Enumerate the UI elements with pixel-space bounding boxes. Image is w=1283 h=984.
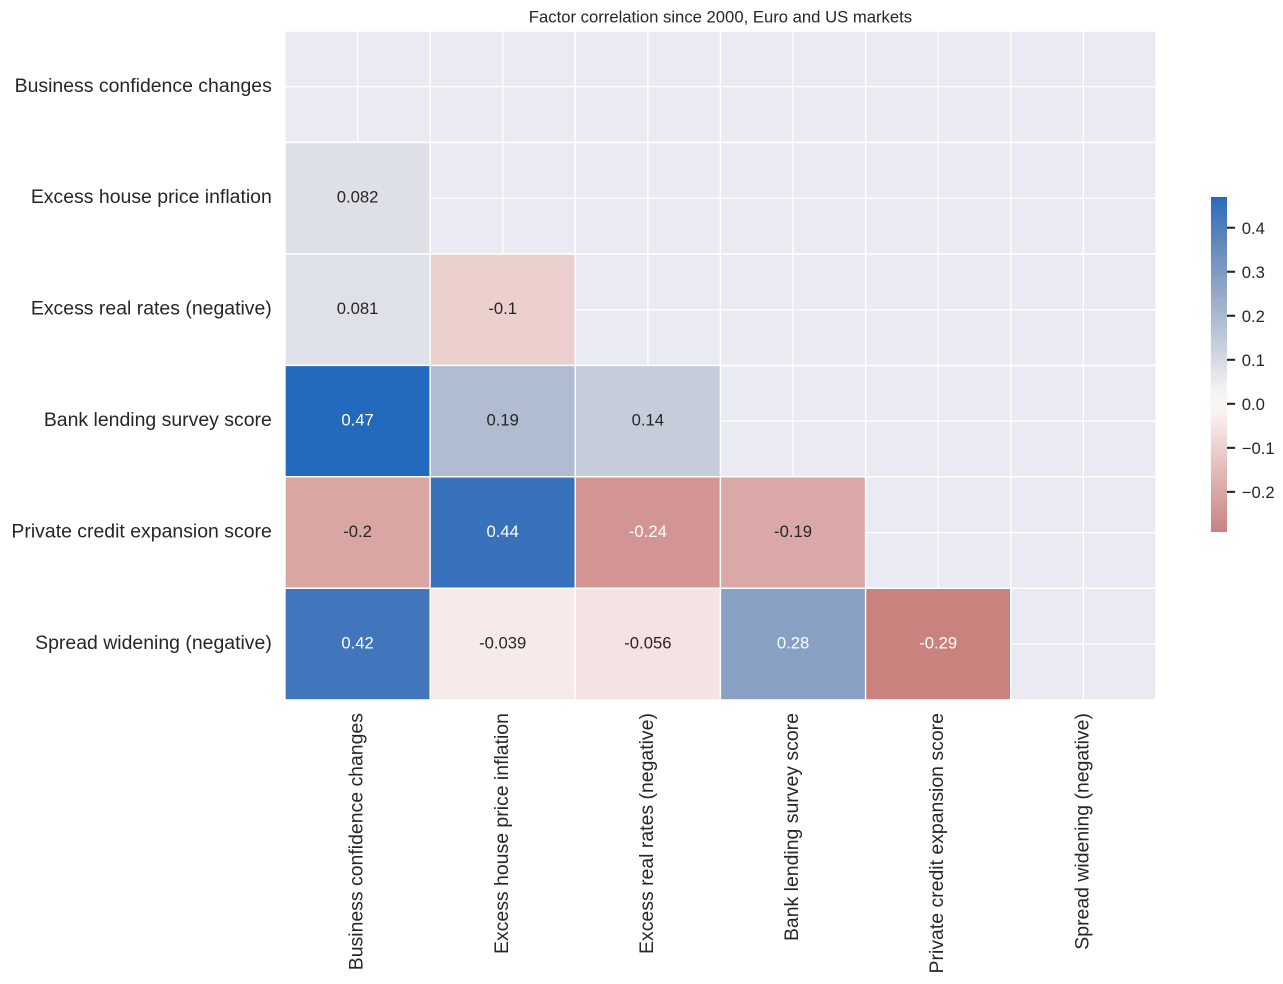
svg-text:0.28: 0.28 bbox=[777, 633, 809, 652]
svg-text:-0.2: -0.2 bbox=[343, 522, 372, 541]
svg-text:Excess real rates (negative): Excess real rates (negative) bbox=[31, 298, 272, 320]
svg-text:Business confidence changes: Business confidence changes bbox=[346, 713, 368, 970]
svg-text:0.081: 0.081 bbox=[337, 299, 379, 318]
svg-text:0.14: 0.14 bbox=[632, 410, 664, 429]
svg-text:0.2: 0.2 bbox=[1242, 307, 1265, 326]
svg-text:0.44: 0.44 bbox=[487, 522, 519, 541]
svg-text:Spread widening (negative): Spread widening (negative) bbox=[1071, 713, 1093, 950]
svg-text:0.0: 0.0 bbox=[1242, 395, 1265, 414]
svg-text:Private credit expansion score: Private credit expansion score bbox=[11, 521, 271, 543]
svg-text:Excess house price inflation: Excess house price inflation bbox=[31, 186, 272, 208]
svg-text:Factor correlation since 2000,: Factor correlation since 2000, Euro and … bbox=[529, 8, 912, 27]
svg-text:Excess house price inflation: Excess house price inflation bbox=[491, 713, 513, 954]
svg-text:0.4: 0.4 bbox=[1242, 219, 1265, 238]
svg-text:Spread widening (negative): Spread widening (negative) bbox=[35, 632, 272, 654]
svg-text:0.42: 0.42 bbox=[341, 633, 373, 652]
svg-text:-0.1: -0.1 bbox=[488, 299, 517, 318]
svg-text:Bank lending survey score: Bank lending survey score bbox=[781, 713, 803, 941]
svg-text:Excess real rates (negative): Excess real rates (negative) bbox=[636, 713, 658, 954]
svg-text:−0.1: −0.1 bbox=[1242, 439, 1275, 458]
svg-text:-0.24: -0.24 bbox=[629, 522, 667, 541]
svg-text:-0.039: -0.039 bbox=[479, 633, 526, 652]
svg-text:Private credit expansion score: Private credit expansion score bbox=[926, 713, 948, 973]
svg-text:Business confidence changes: Business confidence changes bbox=[15, 75, 272, 97]
svg-text:0.3: 0.3 bbox=[1242, 263, 1265, 282]
svg-text:-0.29: -0.29 bbox=[919, 633, 957, 652]
svg-text:−0.2: −0.2 bbox=[1242, 483, 1275, 502]
svg-text:0.1: 0.1 bbox=[1242, 351, 1265, 370]
svg-text:Bank lending survey score: Bank lending survey score bbox=[44, 409, 272, 431]
svg-text:-0.19: -0.19 bbox=[774, 522, 812, 541]
svg-text:-0.056: -0.056 bbox=[624, 633, 671, 652]
svg-text:0.19: 0.19 bbox=[487, 410, 519, 429]
svg-text:0.47: 0.47 bbox=[341, 410, 373, 429]
svg-text:0.082: 0.082 bbox=[337, 188, 379, 207]
